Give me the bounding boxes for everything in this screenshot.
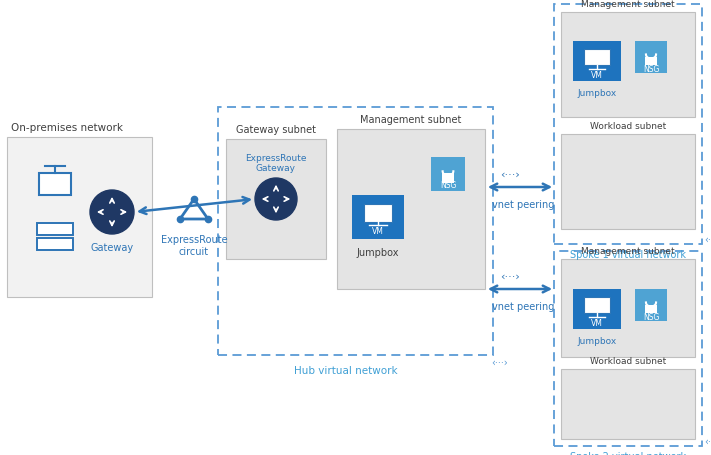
Text: ‹···›: ‹···›: [500, 271, 520, 281]
Bar: [554, 5, 702, 244]
Bar: [573, 42, 621, 82]
Text: Jumpbox: Jumpbox: [577, 336, 616, 345]
Text: VM: VM: [372, 227, 384, 236]
Text: VM: VM: [591, 319, 603, 328]
Bar: [37, 238, 73, 250]
Bar: [573, 289, 621, 329]
Circle shape: [255, 179, 297, 221]
Bar: [584, 50, 610, 66]
Bar: [635, 289, 667, 321]
Bar: [39, 173, 71, 196]
Bar: [635, 42, 667, 74]
Bar: [7, 138, 152, 298]
Text: Gateway: Gateway: [90, 243, 134, 253]
Bar: [561, 13, 695, 118]
Bar: [226, 140, 326, 259]
Circle shape: [90, 191, 134, 234]
Text: ‹···›: ‹···›: [704, 436, 711, 446]
Text: Hub virtual network: Hub virtual network: [294, 365, 397, 375]
Bar: [646, 57, 656, 66]
Bar: [218, 108, 493, 355]
Bar: [561, 135, 695, 229]
Text: Gateway subnet: Gateway subnet: [236, 125, 316, 135]
Bar: [584, 297, 610, 313]
Text: ExpressRoute
circuit: ExpressRoute circuit: [161, 234, 228, 256]
Text: Management subnet: Management subnet: [360, 115, 461, 125]
Text: On-premises network: On-premises network: [11, 123, 123, 133]
Text: Workload subnet: Workload subnet: [590, 356, 666, 365]
Text: NSG: NSG: [643, 64, 659, 73]
Text: Management subnet: Management subnet: [581, 247, 675, 255]
Text: vnet peering: vnet peering: [492, 301, 554, 311]
Bar: [561, 369, 695, 439]
Text: Spoke 2 virtual network: Spoke 2 virtual network: [570, 451, 686, 455]
Bar: [364, 204, 392, 223]
Bar: [37, 223, 73, 236]
Text: NSG: NSG: [643, 312, 659, 321]
Text: Spoke 1 virtual network: Spoke 1 virtual network: [570, 249, 686, 259]
Bar: [442, 174, 454, 183]
Bar: [554, 252, 702, 446]
Bar: [337, 130, 485, 289]
Text: ‹···›: ‹···›: [491, 357, 508, 367]
Text: Jumpbox: Jumpbox: [577, 89, 616, 98]
Text: NSG: NSG: [440, 181, 456, 190]
Bar: [646, 305, 656, 314]
Text: Workload subnet: Workload subnet: [590, 122, 666, 131]
Text: Jumpbox: Jumpbox: [357, 248, 400, 258]
Text: Management subnet: Management subnet: [581, 0, 675, 9]
Text: VM: VM: [591, 71, 603, 81]
Bar: [561, 259, 695, 357]
Text: vnet peering: vnet peering: [492, 200, 554, 210]
Text: ExpressRoute
Gateway: ExpressRoute Gateway: [245, 153, 306, 172]
Text: ‹···›: ‹···›: [704, 234, 711, 244]
Text: ‹···›: ‹···›: [500, 170, 520, 180]
Bar: [431, 157, 465, 192]
Bar: [352, 196, 404, 239]
